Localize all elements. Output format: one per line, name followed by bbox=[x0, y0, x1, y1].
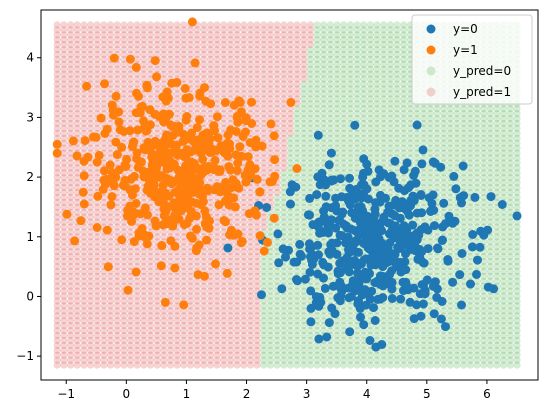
point-y0 bbox=[457, 301, 466, 310]
point-y0 bbox=[396, 295, 405, 304]
grid-point-pred1 bbox=[287, 21, 294, 28]
grid-point-pred1 bbox=[87, 21, 94, 28]
point-y0 bbox=[286, 187, 295, 196]
grid-point-pred0 bbox=[360, 21, 367, 28]
grid-point-pred0 bbox=[314, 21, 321, 28]
grid-point-pred0 bbox=[340, 21, 347, 28]
grid-point-pred1 bbox=[254, 21, 261, 28]
grid-point-pred1 bbox=[307, 21, 314, 28]
grid-point-pred1 bbox=[240, 21, 247, 28]
point-y0 bbox=[459, 162, 468, 171]
grid-point-pred1 bbox=[54, 21, 61, 28]
point-y0 bbox=[466, 280, 475, 289]
point-y0 bbox=[410, 314, 419, 323]
grid-point-pred0 bbox=[320, 21, 327, 28]
grid-point-pred1 bbox=[127, 21, 134, 28]
grid-point-pred1 bbox=[140, 21, 147, 28]
grid-point-pred0 bbox=[347, 21, 354, 28]
grid-point-pred0 bbox=[327, 21, 334, 28]
grid-point-pred1 bbox=[220, 21, 227, 28]
grid-point-pred1 bbox=[214, 21, 221, 28]
grid-point-pred1 bbox=[60, 21, 67, 28]
grid-point-pred1 bbox=[260, 21, 267, 28]
grid-point-pred1 bbox=[280, 21, 287, 28]
grid-point-pred0 bbox=[380, 21, 387, 28]
grid-point-pred1 bbox=[147, 21, 154, 28]
grid-point-pred1 bbox=[180, 21, 187, 28]
grid-point-pred1 bbox=[294, 21, 301, 28]
grid-point-pred1 bbox=[167, 21, 174, 28]
grid-point-pred0 bbox=[373, 21, 380, 28]
grid-point-pred1 bbox=[274, 21, 281, 28]
grid-point-pred1 bbox=[160, 21, 167, 28]
point-y0 bbox=[307, 304, 316, 313]
point-y0 bbox=[441, 322, 450, 331]
grid-point-pred0 bbox=[387, 21, 394, 28]
point-y0 bbox=[472, 270, 481, 279]
grid-point-pred1 bbox=[67, 21, 74, 28]
grid-point-pred0 bbox=[354, 21, 361, 28]
grid-point-pred1 bbox=[174, 21, 181, 28]
grid-point-pred1 bbox=[154, 21, 161, 28]
grid-point-pred1 bbox=[234, 21, 241, 28]
grid-point-pred0 bbox=[393, 21, 400, 28]
point-y0 bbox=[286, 200, 295, 209]
grid-point-pred0 bbox=[334, 21, 341, 28]
grid-point-pred1 bbox=[227, 21, 234, 28]
grid-point-pred1 bbox=[107, 21, 114, 28]
grid-point-pred1 bbox=[80, 21, 87, 28]
grid-point-pred1 bbox=[267, 21, 274, 28]
grid-point-pred1 bbox=[114, 21, 121, 28]
grid-point-pred1 bbox=[94, 21, 101, 28]
grid-point-pred0 bbox=[400, 21, 407, 28]
grid-point-pred1 bbox=[74, 21, 81, 28]
grid-point-pred1 bbox=[134, 21, 141, 28]
point-y0 bbox=[413, 121, 422, 130]
grid-point-pred1 bbox=[300, 21, 307, 28]
grid-point-pred1 bbox=[247, 21, 254, 28]
grid-point-pred1 bbox=[200, 21, 207, 28]
point-y0 bbox=[295, 240, 304, 249]
grid-point-pred0 bbox=[367, 21, 374, 28]
grid-point-pred1 bbox=[100, 21, 107, 28]
grid-point-pred1 bbox=[207, 21, 214, 28]
grid-point-pred1 bbox=[120, 21, 127, 28]
